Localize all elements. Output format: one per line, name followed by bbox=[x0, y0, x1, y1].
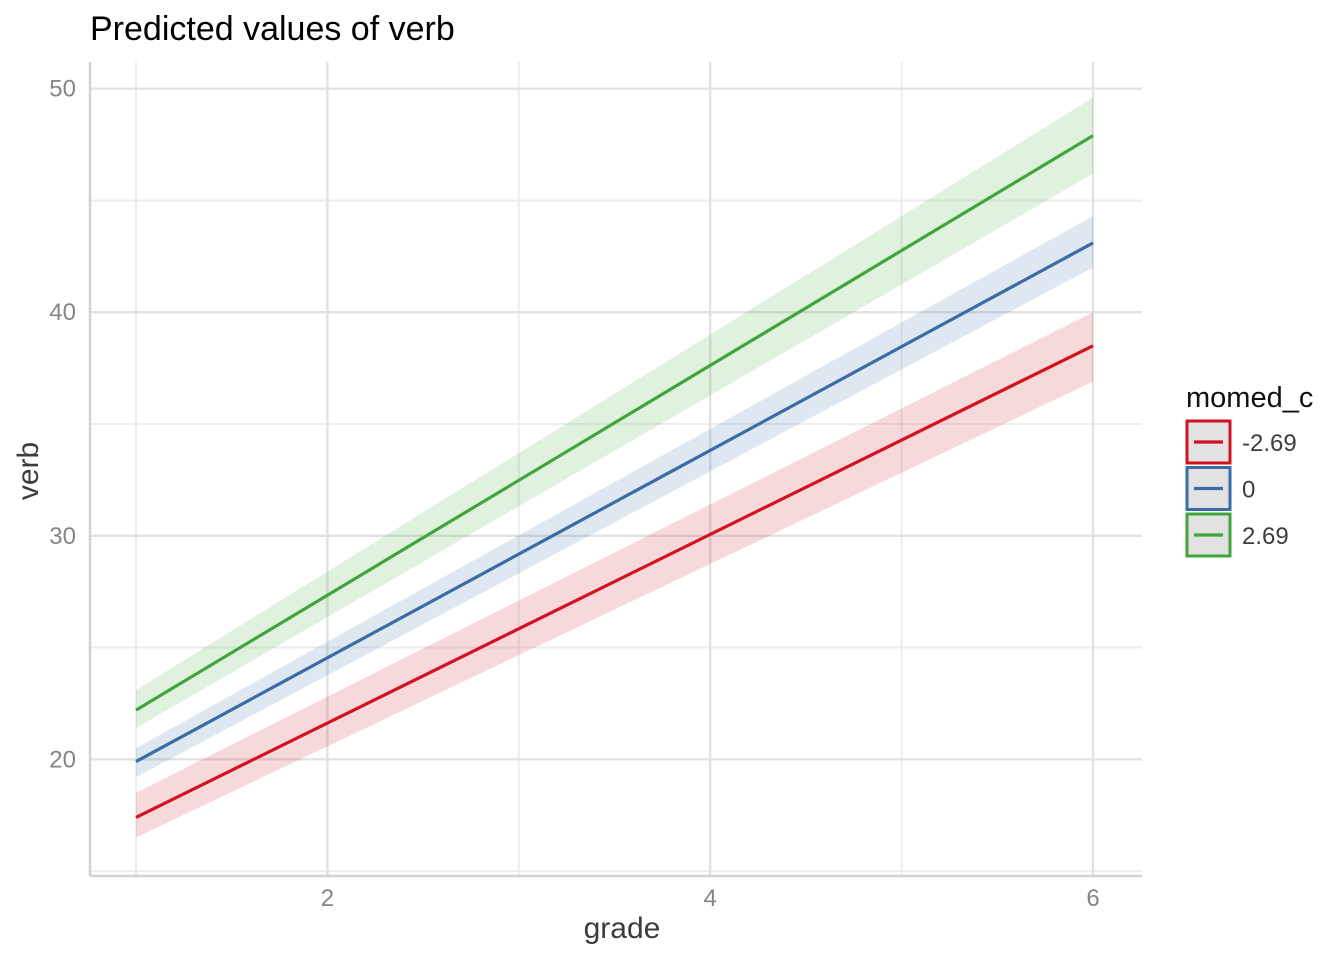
x-tick-label: 2 bbox=[321, 885, 334, 912]
series-lines bbox=[135, 134, 1094, 819]
series-line-0 bbox=[135, 241, 1094, 763]
legend-label: -2.69 bbox=[1242, 430, 1297, 457]
y-tick-label: 20 bbox=[49, 746, 76, 773]
legend: momed_c -2.69 0 2.69 bbox=[1185, 382, 1313, 558]
x-axis-label: grade bbox=[584, 912, 661, 945]
y-tick-label: 30 bbox=[49, 523, 76, 550]
confidence-ribbons bbox=[136, 97, 1093, 838]
y-tick-label: 40 bbox=[49, 299, 76, 326]
series-line-2.69 bbox=[135, 134, 1094, 712]
legend-title: momed_c bbox=[1186, 382, 1313, 414]
x-tick-label: 6 bbox=[1086, 885, 1099, 912]
y-axis-label: verb bbox=[12, 442, 45, 500]
legend-entry-0: 0 bbox=[1185, 466, 1255, 511]
series-line--2.69 bbox=[135, 344, 1094, 819]
axis-lines bbox=[88, 62, 1142, 878]
chart-title: Predicted values of verb bbox=[90, 10, 455, 48]
legend-label: 0 bbox=[1242, 477, 1255, 504]
x-axis-tick-labels: 2 4 6 bbox=[321, 885, 1100, 912]
confidence-ribbon-2.69 bbox=[136, 97, 1093, 729]
legend-entry--2.69: -2.69 bbox=[1185, 419, 1297, 465]
y-tick-label: 50 bbox=[49, 76, 76, 103]
confidence-ribbon--2.69 bbox=[136, 312, 1093, 838]
y-axis-tick-labels: 20 30 40 50 bbox=[49, 76, 76, 774]
legend-entry-2.69: 2.69 bbox=[1185, 512, 1289, 558]
x-tick-label: 4 bbox=[704, 885, 717, 912]
confidence-ribbon-0 bbox=[136, 216, 1093, 778]
legend-label: 2.69 bbox=[1242, 523, 1289, 550]
legend-entries: -2.69 0 2.69 bbox=[1185, 419, 1297, 558]
gridlines-minor bbox=[90, 62, 1142, 876]
